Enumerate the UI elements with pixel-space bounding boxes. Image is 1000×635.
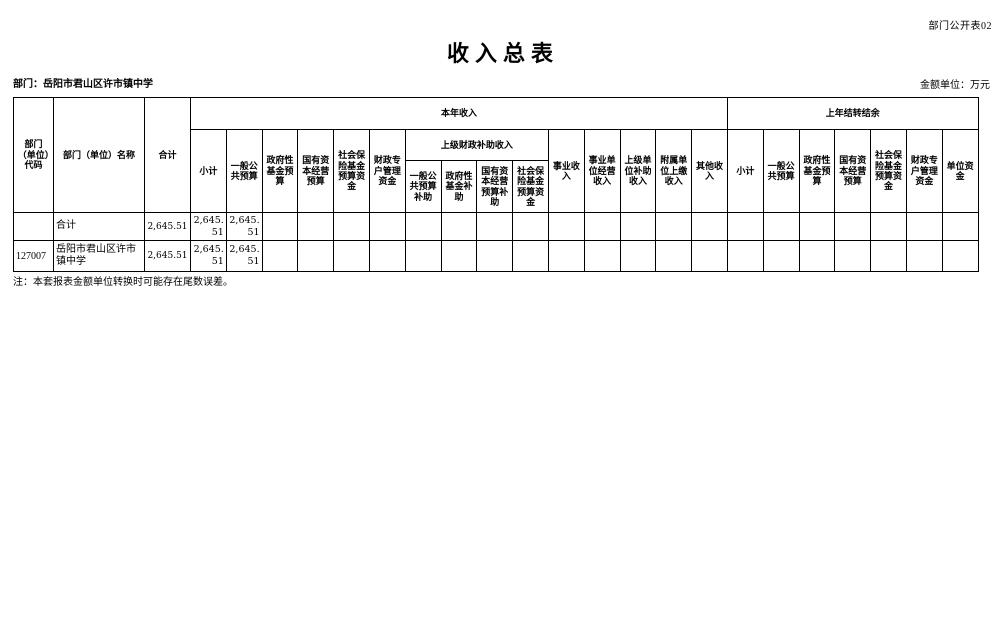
cell-value [512, 240, 549, 272]
cell-value [762, 240, 800, 272]
footnote: 注：本套报表金额单位转换时可能存在尾数误差。 [13, 277, 233, 288]
col-header-subsidy-govfund: 政府性基金补助 [440, 160, 478, 213]
col-header-operating-income: 事业单位经营收入 [583, 129, 621, 213]
table-row-total: 合计 2,645.51 2,645.51 2,645.51 [13, 212, 979, 241]
cell-value [834, 240, 872, 272]
col-header-co-subtotal: 小计 [726, 129, 764, 213]
cell-name: 岳阳市君山区许市镇中学 [53, 240, 145, 272]
cell-value [691, 212, 728, 241]
cell-value [476, 212, 514, 241]
form-number-label: 部门公开表02 [928, 21, 992, 32]
cell-value [834, 212, 872, 241]
cell-value [655, 240, 693, 272]
cell-value [440, 212, 478, 241]
cell-value [297, 212, 335, 241]
col-header-other-income: 其他收入 [691, 129, 728, 213]
col-header-co-govfund-budget: 政府性基金预算 [798, 129, 836, 213]
col-header-subsidy-statecapital: 国有资本经营预算补助 [476, 160, 514, 213]
col-header-co-socialinsurance: 社会保险基金预算资金 [870, 129, 907, 213]
group-header-subsidy: 上级财政补助收入 [404, 129, 549, 161]
table-row-unit: 127007 岳阳市君山区许市镇中学 2,645.51 2,645.51 2,6… [13, 240, 979, 272]
cell-value: 2,645.51 [225, 212, 263, 241]
cell-value [368, 240, 406, 272]
cell-name: 合计 [53, 212, 145, 241]
col-header-cy-statecapital-budget: 国有资本经营预算 [297, 129, 335, 213]
col-header-cy-fiscal-account: 财政专户管理资金 [368, 129, 406, 213]
cell-value [261, 212, 299, 241]
cell-code [13, 212, 54, 241]
cell-value [655, 212, 693, 241]
cell-value [619, 240, 657, 272]
cell-value [870, 240, 907, 272]
cell-value [547, 212, 585, 241]
cell-value [404, 240, 442, 272]
col-header-cy-subtotal: 小计 [190, 129, 227, 213]
header-row-2: 小计 一般公共预算 政府性基金预算 国有资本经营预算 社会保险基金预算资金 财政… [14, 129, 979, 213]
cell-value [583, 212, 621, 241]
page-title: 收入总表 [446, 41, 559, 66]
cell-value [619, 212, 657, 241]
group-header-current-year: 本年收入 [190, 97, 728, 130]
cell-value [476, 240, 514, 272]
cell-value [726, 240, 764, 272]
amount-unit-label: 金额单位：万元 [920, 80, 990, 91]
col-header-co-general-budget: 一般公共预算 [762, 129, 800, 213]
cell-value [440, 240, 478, 272]
cell-value [691, 240, 728, 272]
col-header-business-income: 事业收入 [547, 129, 585, 213]
col-header-affiliate-remit-income: 附属单位上缴收入 [655, 129, 693, 213]
income-summary-table: 部门（单位）代码 部门（单位）名称 合计 本年收入 上年结转结余 小计 一般公共… [13, 97, 979, 272]
cell-value [762, 212, 800, 241]
cell-value: 2,645.51 [190, 212, 227, 241]
cell-value [261, 240, 299, 272]
cell-value: 2,645.51 [190, 240, 227, 272]
cell-value [297, 240, 335, 272]
col-header-unit-funds: 单位资金 [941, 129, 979, 213]
col-header-co-statecapital-budget: 国有资本经营预算 [834, 129, 872, 213]
cell-value [905, 212, 943, 241]
cell-value: 2,645.51 [144, 212, 191, 241]
cell-value [941, 212, 979, 241]
header-row-3: 一般公共预算补助 政府性基金补助 国有资本经营预算补助 社会保险基金预算资金 [14, 160, 979, 213]
cell-value [905, 240, 943, 272]
group-header-carryover: 上年结转结余 [726, 97, 979, 130]
cell-value: 2,645.51 [144, 240, 191, 272]
col-header-co-fiscal-account: 财政专户管理资金 [905, 129, 943, 213]
cell-value: 2,645.51 [225, 240, 263, 272]
cell-value [798, 212, 836, 241]
cell-value [333, 240, 370, 272]
col-header-subsidy-socialinsurance: 社会保险基金预算资金 [512, 160, 549, 213]
department-label: 部门：岳阳市君山区许市镇中学 [13, 79, 153, 90]
col-header-superior-subsidy-income: 上级单位补助收入 [619, 129, 657, 213]
cell-value [547, 240, 585, 272]
cell-value [941, 240, 979, 272]
col-header-grand-total: 合计 [144, 97, 191, 213]
header-row-1: 部门（单位）代码 部门（单位）名称 合计 本年收入 上年结转结余 [13, 97, 979, 213]
cell-value [583, 240, 621, 272]
cell-value [368, 212, 406, 241]
cell-value [726, 212, 764, 241]
col-header-cy-socialinsurance: 社会保险基金预算资金 [333, 129, 370, 213]
col-header-cy-govfund-budget: 政府性基金预算 [261, 129, 299, 213]
col-header-code: 部门（单位）代码 [13, 97, 54, 213]
col-header-cy-general-budget: 一般公共预算 [225, 129, 263, 213]
cell-value [512, 212, 549, 241]
col-header-name: 部门（单位）名称 [53, 97, 145, 213]
col-header-subsidy-general: 一般公共预算补助 [404, 160, 442, 213]
cell-value [870, 212, 907, 241]
cell-value [333, 212, 370, 241]
cell-value [404, 212, 442, 241]
cell-value [798, 240, 836, 272]
cell-code: 127007 [13, 240, 54, 272]
